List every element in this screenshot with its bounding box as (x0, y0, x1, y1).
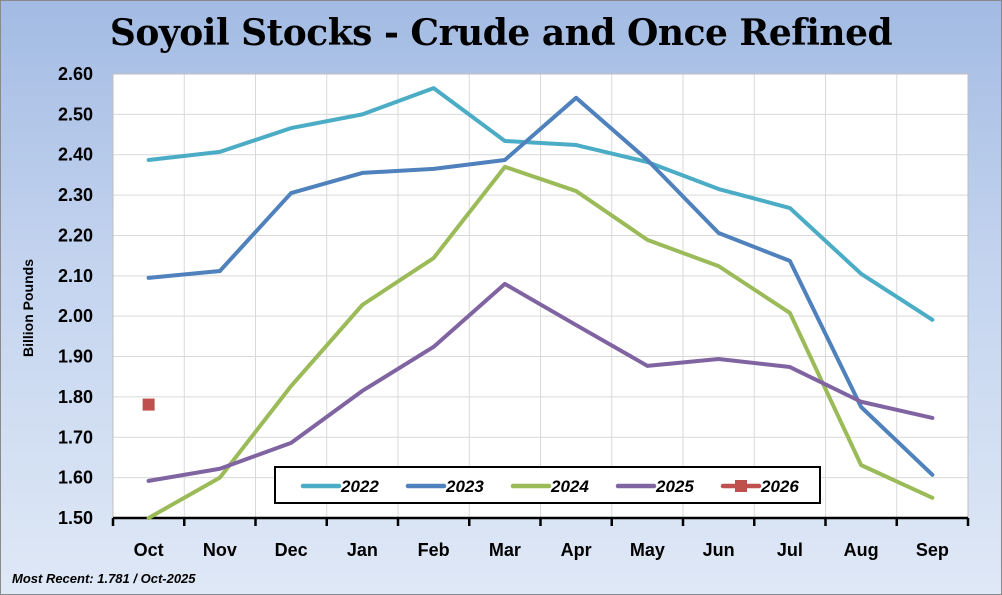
y-tick-label: 1.50 (58, 508, 93, 528)
x-tick-label: Mar (489, 540, 521, 560)
data-point-2026 (142, 398, 155, 411)
x-tick-label: Jul (777, 540, 803, 560)
footer-note: Most Recent: 1.781 / Oct-2025 (12, 571, 196, 586)
x-tick-label: Nov (203, 540, 237, 560)
series-line-2025 (146, 281, 935, 483)
x-tick-label: Dec (275, 540, 308, 560)
series-line-2022 (146, 86, 935, 322)
x-tick-label: Apr (561, 540, 592, 560)
chart-title: Soyoil Stocks - Crude and Once Refined (109, 12, 893, 54)
x-tick-label: Jun (703, 540, 735, 560)
y-tick-label: 2.00 (58, 306, 93, 326)
y-tick-label: 2.50 (58, 104, 93, 124)
x-tick-label: Sep (916, 540, 949, 560)
y-tick-label: 2.40 (58, 145, 93, 165)
legend-label-2024: 2024 (550, 477, 589, 496)
y-tick-label: 2.10 (58, 266, 93, 286)
series-line-2024 (146, 164, 935, 520)
x-tick-label: Aug (844, 540, 879, 560)
x-tick-label: May (630, 540, 665, 560)
legend-label-2022: 2022 (340, 477, 379, 496)
y-tick-label: 2.30 (58, 185, 93, 205)
y-tick-label: 1.60 (58, 468, 93, 488)
legend-marker-2026 (735, 480, 747, 492)
y-tick-label: 2.60 (58, 64, 93, 84)
y-tick-label: 1.70 (58, 427, 93, 447)
legend-label-2025: 2025 (655, 477, 694, 496)
legend-label-2023: 2023 (445, 477, 484, 496)
series-line-2023 (146, 95, 935, 477)
y-tick-label: 1.90 (58, 347, 93, 367)
legend-label-2026: 2026 (760, 477, 799, 496)
x-tick-label: Feb (418, 540, 450, 560)
y-tick-label: 2.20 (58, 225, 93, 245)
x-tick-label: Oct (134, 540, 164, 560)
y-tick-label: 1.80 (58, 387, 93, 407)
x-tick-label: Jan (347, 540, 378, 560)
